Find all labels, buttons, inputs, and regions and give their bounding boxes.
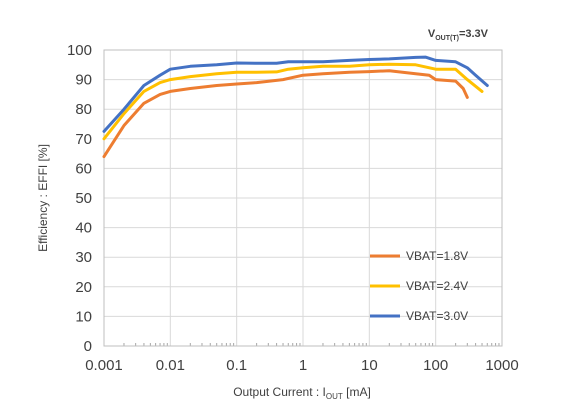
series-line-3 — [102, 55, 489, 133]
series-line-2 — [102, 62, 484, 141]
y-tick-label: 10 — [75, 308, 92, 325]
x-tick-label: 0.001 — [85, 357, 123, 374]
x-tick-label: 0.1 — [226, 357, 247, 374]
y-tick-label: 20 — [75, 279, 92, 296]
annotation-sub: OUT(T) — [435, 35, 459, 42]
y-tick-label: 80 — [75, 101, 92, 118]
x-axis-label: Output Current : IOUT [mA] — [233, 385, 371, 401]
x-tick-label: 100 — [423, 357, 448, 374]
y-tick-label: 30 — [75, 249, 92, 266]
y-tick-label: 40 — [75, 220, 92, 237]
legend-label-1: VBAT=1.8V — [406, 249, 468, 263]
y-tick-label: 60 — [75, 160, 92, 177]
x-tick-label: 0.01 — [156, 357, 185, 374]
x-axis-label-sub: OUT — [326, 392, 343, 401]
legend-label-2: VBAT=2.4V — [406, 279, 468, 293]
y-tick-label: 50 — [75, 190, 92, 207]
x-tick-label: 1000 — [485, 357, 518, 374]
annotation-tail: =3.3V — [459, 28, 489, 40]
x-axis-label-tail: [mA] — [343, 385, 371, 399]
y-tick-label: 100 — [67, 42, 92, 59]
series-lines — [102, 55, 489, 159]
y-tick-labels: 0 10 20 30 40 50 60 70 80 90 100 — [67, 42, 92, 355]
legend-label-3: VBAT=3.0V — [406, 309, 468, 323]
condition-annotation: VOUT(T)=3.3V — [428, 28, 489, 42]
plot-frame — [103, 49, 503, 347]
y-tick-label: 90 — [75, 72, 92, 89]
y-axis-label: Efficiency : EFFI [%] — [36, 144, 50, 252]
y-tick-label: 70 — [75, 131, 92, 148]
x-tick-labels: 0.001 0.01 0.1 1 10 100 1000 — [85, 357, 518, 374]
series-line-1 — [102, 69, 469, 159]
annotation-main: V — [428, 28, 436, 40]
x-tick-label: 10 — [361, 357, 378, 374]
y-tick-label: 0 — [84, 338, 92, 355]
x-tick-label: 1 — [299, 357, 307, 374]
x-axis-label-main: Output Current : I — [233, 385, 326, 399]
legend: VBAT=1.8V VBAT=2.4V VBAT=3.0V — [370, 249, 468, 323]
